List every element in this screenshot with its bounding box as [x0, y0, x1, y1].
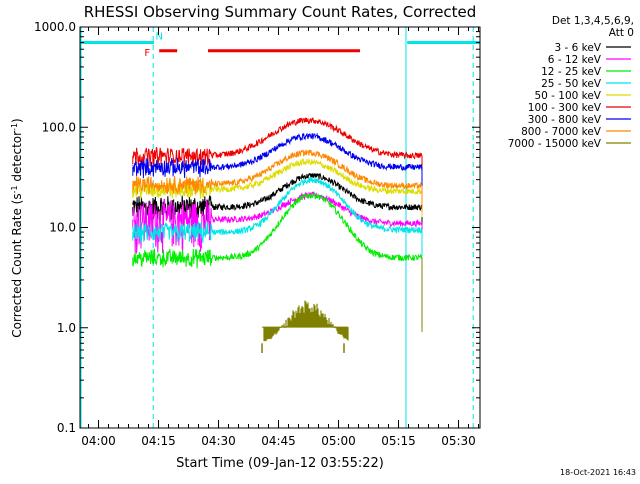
y-tick-label: 10.0 — [49, 221, 76, 235]
y-tick-label: 1000.0 — [34, 20, 76, 34]
chart-title: RHESSI Observing Summary Count Rates, Co… — [84, 3, 477, 21]
y-tick-label: 0.1 — [57, 421, 76, 435]
series-trace — [132, 148, 422, 195]
axes: 0.1 1.0 10.0 100.0 1000.0 04:00 04:15 04:30 04:4… — [34, 20, 481, 448]
legend-label: 12 - 25 keV — [541, 66, 602, 78]
series-trace — [132, 190, 423, 254]
legend-header-line: Att 0 — [609, 27, 634, 39]
x-tick-label: 04:15 — [141, 434, 176, 448]
x-axis-label: Start Time (09-Jan-12 03:55:22) — [176, 456, 384, 471]
flag-label-f: F — [144, 48, 150, 59]
legend-label: 6 - 12 keV — [548, 54, 602, 66]
x-tick-label: 05:15 — [381, 434, 416, 448]
y-tick-label: 1.0 — [57, 321, 76, 335]
y-label-sup-1: -1 — [10, 185, 19, 193]
y-label-main: Corrected Count Rate (s — [10, 193, 24, 337]
series-trace — [132, 192, 423, 269]
x-tick-label: 04:45 — [261, 434, 296, 448]
x-tick-label: 04:30 — [201, 434, 236, 448]
flag-label-n: N — [155, 32, 162, 43]
legend-label: 300 - 800 keV — [528, 114, 602, 126]
series-trace — [132, 132, 423, 179]
legend-label: 3 - 6 keV — [554, 42, 601, 54]
series-6-12-kev — [132, 190, 423, 254]
series-trace — [132, 177, 423, 244]
legend-label: 100 - 300 keV — [528, 102, 602, 114]
legend-label: 7000 - 15000 keV — [508, 138, 602, 150]
y-label-end: ) — [10, 118, 24, 123]
legend-label: 50 - 100 keV — [534, 90, 601, 102]
y-label-sup-2: -1 — [10, 123, 19, 131]
y-tick-label: 100.0 — [42, 120, 76, 134]
y-axis-label: Corrected Count Rate (s-1 detector-1) — [10, 118, 25, 337]
x-tick-label: 05:30 — [441, 434, 476, 448]
legend-label: 800 - 7000 keV — [521, 126, 602, 138]
series-25-50-kev — [132, 177, 423, 256]
legend-label: 25 - 50 keV — [541, 78, 602, 90]
series-trace — [132, 117, 423, 167]
y-label-mid: detector — [10, 131, 24, 186]
x-tick-label: 05:00 — [321, 434, 356, 448]
x-tick-label: 04:00 — [81, 434, 116, 448]
plot-area: FN — [80, 27, 480, 428]
series-800-7000-kev — [132, 148, 423, 212]
legend-header-line: Det 1,3,4,5,6,9, — [552, 15, 634, 27]
series-trace — [132, 172, 423, 222]
generation-timestamp: 18-Oct-2021 16:43 — [560, 468, 636, 477]
series-7000-15000-kev — [261, 257, 423, 353]
